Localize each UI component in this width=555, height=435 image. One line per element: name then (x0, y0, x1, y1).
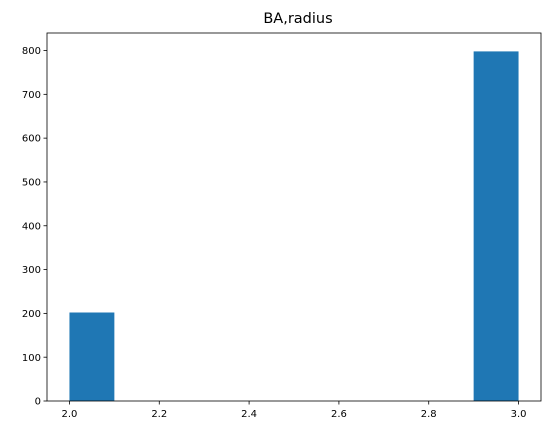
x-tick-label: 2.2 (151, 409, 167, 420)
y-tick-label: 100 (22, 353, 41, 364)
x-tick-label: 2.8 (421, 409, 437, 420)
y-tick-label: 200 (22, 309, 41, 320)
x-tick-label: 2.6 (331, 409, 347, 420)
y-axis: 0 100 200 300 400 500 600 700 800 (22, 46, 47, 408)
bars-group (69, 51, 519, 402)
x-axis: 2.0 2.2 2.4 2.6 2.8 3.0 (62, 401, 527, 420)
x-tick-label: 2.4 (241, 409, 257, 420)
plot-frame (46, 32, 542, 402)
y-tick-label: 400 (22, 221, 41, 232)
x-tick-label: 3.0 (511, 409, 527, 420)
histogram-bar-0 (69, 312, 115, 401)
chart-title: BA,radius (263, 11, 332, 27)
y-tick-label: 800 (22, 46, 41, 57)
x-tick-label: 2.0 (62, 409, 78, 420)
y-tick-label: 300 (22, 265, 41, 276)
y-tick-label: 700 (22, 90, 41, 101)
y-tick-label: 0 (35, 397, 41, 408)
y-tick-label: 600 (22, 134, 41, 145)
y-tick-label: 500 (22, 178, 41, 189)
histogram-bar-9 (473, 51, 519, 402)
